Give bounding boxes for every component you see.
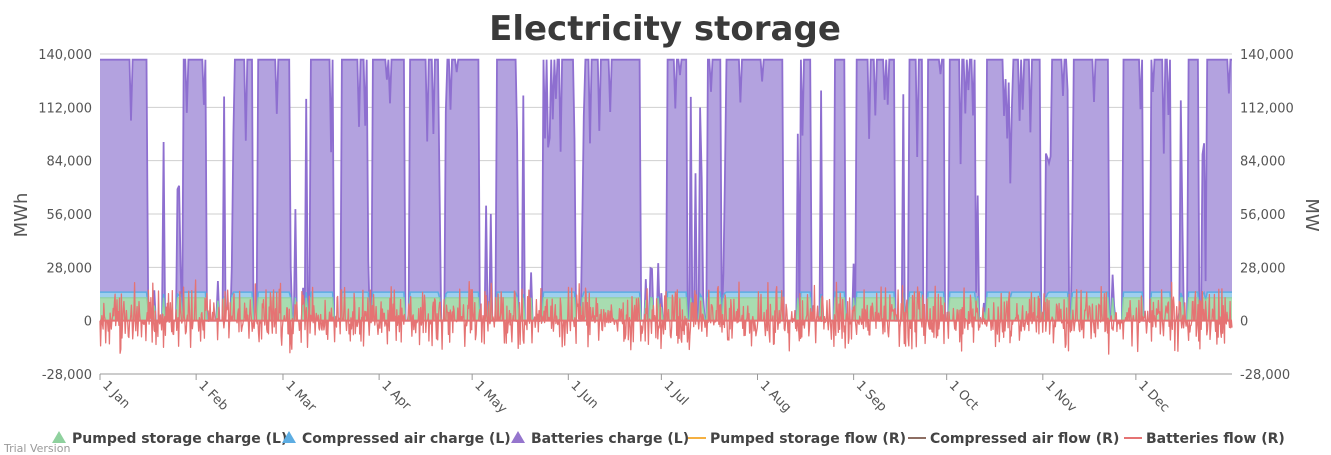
- legend-triangle-icon: [282, 431, 296, 443]
- chart-title: Electricity storage: [489, 9, 841, 49]
- x-tick-label: 1 Aug: [757, 378, 794, 415]
- legend-label: Pumped storage charge (L): [72, 431, 287, 447]
- legend-item: Pumped storage flow (R): [688, 431, 906, 447]
- legend-item: Batteries charge (L): [511, 431, 689, 447]
- x-tick-label: 1 Jan: [99, 378, 133, 412]
- x-tick-label: 1 Jul: [661, 378, 691, 408]
- y-tick-label-right: 56,000: [1240, 208, 1286, 223]
- legend-item: Compressed air flow (R): [908, 431, 1119, 447]
- y-tick-label-left: 0: [84, 315, 92, 330]
- x-tick-label: 1 Dec: [1135, 378, 1172, 415]
- legend: Pumped storage charge (L) Compressed air …: [52, 431, 1285, 447]
- y-tick-label-left: 84,000: [47, 155, 93, 170]
- trial-watermark: Trial Version: [3, 442, 70, 455]
- y-axis-left-title: MWh: [11, 193, 32, 238]
- y-tick-label-left: 28,000: [47, 261, 93, 276]
- y-tick-label-left: -28,000: [42, 368, 92, 383]
- legend-label: Pumped storage flow (R): [710, 431, 906, 447]
- x-tick-label: 1 Sep: [853, 378, 890, 415]
- charge-areas: [100, 58, 1232, 324]
- batteries-flow-line: [99, 279, 1233, 355]
- x-tick-label: 1 Jun: [567, 378, 601, 412]
- x-tick-label: 1 Oct: [946, 378, 981, 413]
- legend-triangle-icon: [52, 431, 66, 443]
- x-tick-label: 1 Apr: [378, 378, 414, 414]
- legend-label: Batteries charge (L): [531, 431, 689, 447]
- y-tick-label-left: 140,000: [38, 48, 92, 63]
- legend-item: Compressed air charge (L): [282, 431, 511, 447]
- flow-lines: [99, 279, 1233, 355]
- x-tick-label: 1 Nov: [1042, 378, 1080, 416]
- y-tick-label-right: 84,000: [1240, 155, 1286, 170]
- legend-label: Batteries flow (R): [1146, 431, 1285, 447]
- y-tick-label-right: 0: [1240, 315, 1248, 330]
- y-tick-label-right: 140,000: [1240, 48, 1294, 63]
- y-tick-label-left: 56,000: [47, 208, 93, 223]
- y-tick-label-right: 112,000: [1240, 101, 1294, 116]
- legend-item: Pumped storage charge (L): [52, 431, 287, 447]
- y-axis-right-title: MW: [1301, 198, 1322, 232]
- legend-label: Compressed air charge (L): [302, 431, 511, 447]
- y-tick-label-left: 112,000: [38, 101, 92, 116]
- x-tick-label: 1 Feb: [195, 378, 231, 414]
- legend-label: Compressed air flow (R): [930, 431, 1119, 447]
- legend-triangle-icon: [511, 431, 525, 443]
- legend-item: Batteries flow (R): [1124, 431, 1285, 447]
- x-tick-label: 1 May: [471, 378, 510, 417]
- y-tick-label-right: 28,000: [1240, 261, 1286, 276]
- x-tick-label: 1 Mar: [282, 378, 319, 415]
- y-tick-label-right: -28,000: [1240, 368, 1290, 383]
